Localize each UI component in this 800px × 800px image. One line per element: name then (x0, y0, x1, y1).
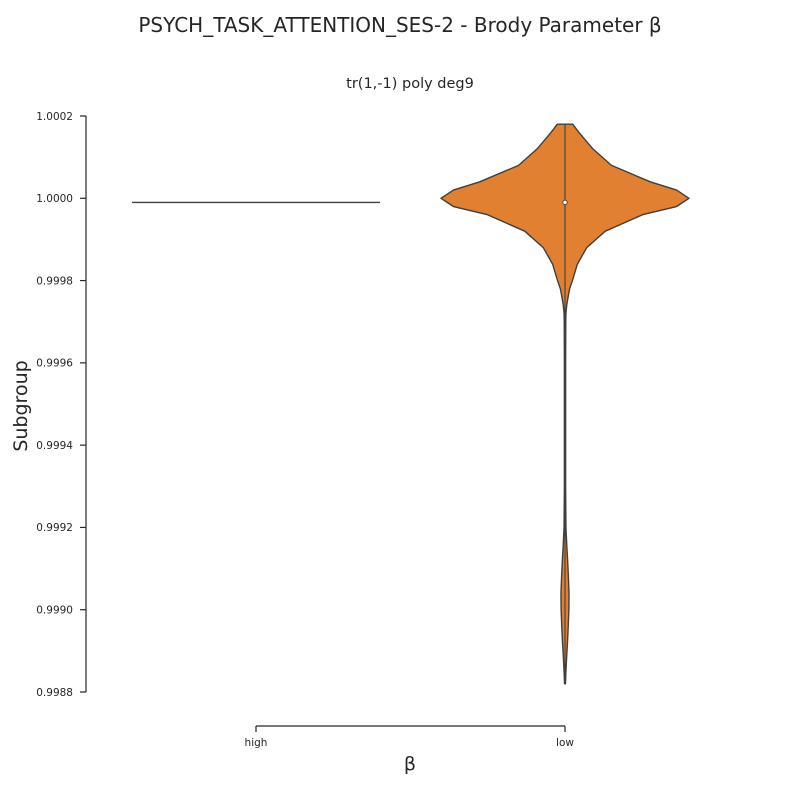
y-tick-label: 1.0002 (36, 111, 73, 123)
y-tick-label: 1.0000 (36, 193, 73, 205)
y-axis: 0.9988 0.9990 0.9992 0.9994 0.9996 0.9998 1.00… (36, 111, 87, 699)
violin-low-median (562, 199, 568, 206)
violins (132, 123, 690, 685)
chart-title: tr(1,-1) poly deg9 (346, 76, 474, 92)
y-tick-label: 0.9990 (36, 605, 73, 617)
y-tick-label: 0.9996 (36, 358, 73, 370)
chart-suptitle: PSYCH_TASK_ATTENTION_SES-2 - Brody Param… (138, 13, 661, 37)
y-axis-label: Subgroup (10, 360, 32, 451)
y-tick-label: 0.9988 (36, 687, 73, 699)
x-tick-label: low (556, 737, 574, 749)
x-axis-label: β (404, 753, 416, 775)
y-tick-label: 0.9992 (36, 522, 73, 534)
x-axis: high low (245, 725, 574, 749)
y-tick-label: 0.9994 (36, 440, 73, 452)
x-tick-label: high (245, 737, 268, 749)
y-tick-label: 0.9998 (36, 275, 73, 287)
